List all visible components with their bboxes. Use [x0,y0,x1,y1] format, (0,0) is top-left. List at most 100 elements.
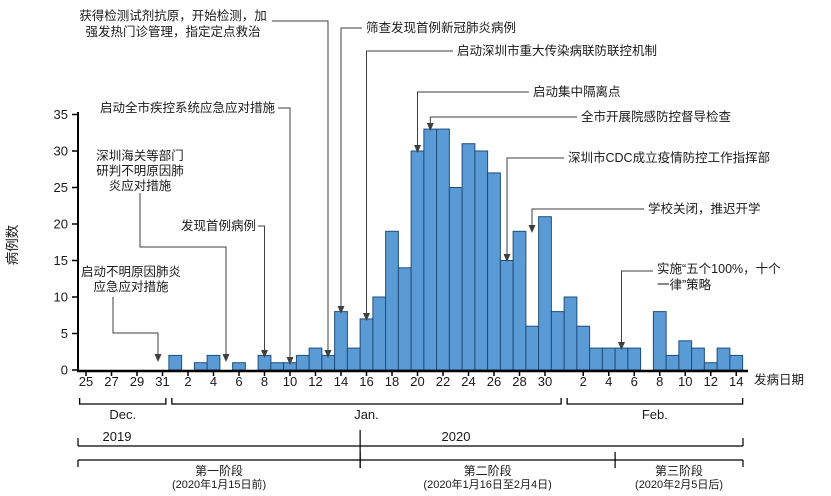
bar-1-9 [270,362,285,371]
bar-2-11 [691,347,705,371]
bar-1-14 [334,311,348,371]
annotation-text-a8: 启动集中隔离点 [533,84,621,99]
annotation-text-a3: 发现首例病例 [181,218,256,233]
annotation-arrowhead-a6 [337,306,345,314]
bar-2-13 [716,347,731,371]
x-tick-label: 25 [79,374,93,389]
y-tick-label: 15 [54,253,68,268]
y-tick-label: 25 [54,180,68,195]
bar-1-29 [525,325,540,371]
annotation-connector-a10 [506,157,564,256]
bar-1-31 [550,311,565,371]
bar-2-5 [614,347,629,371]
bar-1-1 [168,354,183,371]
x-tick-label: 24 [461,374,475,389]
x-tick-label: 2 [580,374,587,389]
annotation-connector-a1 [112,297,159,356]
annotation-arrowhead-a11 [528,225,536,233]
annotation-arrowhead-a8 [414,145,421,153]
bar-1-21 [423,128,438,371]
bar-1-26 [487,172,501,371]
year-label-2020: 2020 [442,429,471,444]
y-tick-label: 20 [54,217,68,232]
annotation-connector-a7 [366,50,453,315]
y-tick-label: 10 [54,290,68,305]
phase-label: 第三阶段 [655,463,703,478]
bar-2-2 [576,325,591,371]
x-tick-label: 16 [359,374,373,389]
bar-1-19 [397,267,412,371]
bar-1-11 [295,354,310,371]
annotation-text-a2: 研判不明原因肺 [96,164,184,178]
x-tick-label: 12 [308,374,322,389]
bar-1-4 [206,354,221,371]
annotation-connector-a11 [531,208,644,227]
annotation-arrowhead-a4 [286,357,294,365]
x-tick-label: 10 [283,374,297,389]
month-bracket [171,398,562,405]
annotation-arrowhead-a1 [154,354,162,362]
annotation-connector-a6 [340,27,362,308]
bar-1-23 [448,187,463,371]
y-tick-label: 35 [54,107,68,122]
bar-1-25 [474,150,489,371]
x-tick-label: 12 [704,374,718,389]
annotation-text-a2: 深圳海关等部门 [96,148,184,163]
x-tick-label: 8 [656,374,663,389]
bar-1-15 [346,347,361,371]
bar-2-1 [563,296,578,371]
bar-1-18 [385,230,399,371]
bar-1-30 [538,216,552,371]
bar-1-24 [461,143,476,371]
annotation-text-a9: 全市开展院感防控督导检查 [581,109,732,124]
x-tick-label: 4 [605,374,612,389]
x-tick-label: 8 [261,374,268,389]
annotation-text-a1: 应急应对措施 [93,279,169,294]
x-tick-label: 2 [184,374,191,389]
phase-sublabel: (2020年2月5日后) [635,477,723,491]
phase-sublabel: (2020年1月16日至2月4日) [423,477,551,491]
x-tick-label: 18 [385,374,399,389]
x-tick-label: 31 [155,374,169,389]
month-bracket [566,398,744,405]
annotation-arrowhead-a7 [363,313,370,321]
bar-1-17 [372,296,387,371]
annotation-text-a11: 学校关闭，推迟开学 [648,201,761,216]
bar-1-20 [410,150,425,371]
phase-sublabel: (2020年1月15日前) [172,477,266,491]
bar-2-6 [627,347,642,371]
x-tick-label: 20 [410,374,424,389]
x-tick-label: 30 [538,374,552,389]
annotation-text-a12: 实施“五个100%，十个 [657,261,781,276]
x-tick-label: 14 [729,374,743,389]
y-axis-title: 病例数 [5,224,20,265]
annotation-text-a6: 筛查发现首例新冠肺炎病例 [366,20,516,35]
y-tick-label: 30 [54,144,68,159]
x-tick-label: 27 [104,374,118,389]
x-tick-label: 26 [487,374,501,389]
annotation-arrowhead-a3 [261,350,268,358]
x-tick-label: 6 [235,374,242,389]
bar-2-9 [665,354,680,371]
x-tick-label: 28 [512,374,526,389]
month-label-Dec: Dec. [109,407,136,422]
month-bracket [78,398,167,405]
bar-1-6 [232,362,246,371]
month-label-Feb: Feb. [642,407,668,422]
bar-2-4 [601,347,616,371]
bar-1-22 [436,128,450,371]
month-label-Jan: Jan. [354,407,379,422]
annotation-text-a1: 启动不明原因肺炎 [81,265,181,279]
annotation-text-a4: 启动全市疾控系统应急应对措施 [100,100,276,115]
bar-2-8 [652,311,667,371]
x-tick-label: 10 [678,374,692,389]
bar-2-10 [678,340,693,371]
year-label-2019: 2019 [103,429,132,444]
annotation-text-a10: 深圳市CDC成立疫情防控工作指挥部 [568,150,770,165]
bar-1-3 [193,362,208,371]
bar-1-16 [359,318,374,371]
bar-1-13 [321,354,336,371]
bar-1-27 [499,260,514,371]
annotation-arrowhead-a10 [503,254,511,262]
annotation-text-a5: 获得检测试剂抗原，开始检测，加 [79,8,267,23]
